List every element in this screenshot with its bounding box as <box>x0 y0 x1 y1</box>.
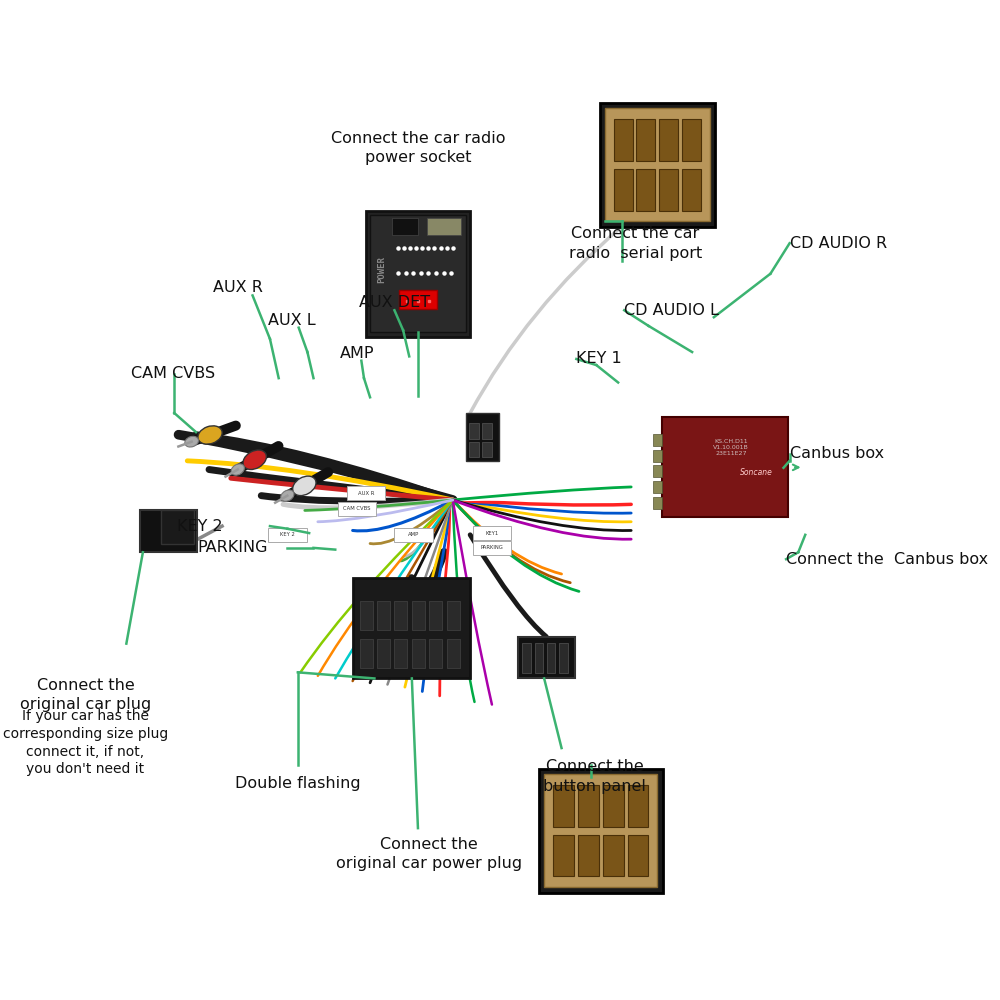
Bar <box>603 785 624 827</box>
Ellipse shape <box>293 476 316 496</box>
Bar <box>614 119 633 161</box>
Bar <box>605 108 710 221</box>
Text: Connect the
original car power plug: Connect the original car power plug <box>336 837 522 871</box>
Text: Connect the
original car plug: Connect the original car plug <box>20 678 151 712</box>
Bar <box>161 510 194 544</box>
Text: KS.CH.D11
V1.10.001B
23E11E27: KS.CH.D11 V1.10.001B 23E11E27 <box>713 439 749 456</box>
Bar <box>662 417 788 517</box>
Text: KEY 2: KEY 2 <box>280 532 295 537</box>
Bar <box>377 639 390 668</box>
Bar <box>447 639 460 668</box>
Bar <box>653 465 662 477</box>
Bar <box>553 785 574 827</box>
Text: Connect the
button panel: Connect the button panel <box>543 759 646 794</box>
Bar <box>429 639 442 668</box>
Text: AMP: AMP <box>408 532 419 537</box>
Text: Soncane: Soncane <box>740 468 773 477</box>
Bar <box>535 643 543 673</box>
Bar <box>547 643 555 673</box>
Bar <box>628 835 648 876</box>
Bar <box>578 835 599 876</box>
Bar <box>653 497 662 509</box>
Text: Connect the car radio
power socket: Connect the car radio power socket <box>331 131 505 165</box>
Bar <box>682 119 701 161</box>
Bar <box>482 442 492 457</box>
Bar <box>394 601 407 630</box>
Bar <box>392 218 418 235</box>
Bar <box>412 639 425 668</box>
Bar <box>353 578 470 678</box>
Text: KEY 2: KEY 2 <box>177 519 222 534</box>
Bar <box>370 215 466 332</box>
Text: POWER: POWER <box>377 256 386 283</box>
Text: Connect the  Canbus box: Connect the Canbus box <box>786 552 988 567</box>
Text: Canbus box: Canbus box <box>790 446 884 461</box>
Bar <box>578 785 599 827</box>
Ellipse shape <box>185 436 198 447</box>
Bar <box>469 442 479 457</box>
Bar <box>482 423 492 439</box>
Text: AUX DET: AUX DET <box>359 295 430 310</box>
Bar <box>473 526 511 540</box>
Text: AUX L: AUX L <box>268 313 316 328</box>
Ellipse shape <box>281 490 294 501</box>
Bar <box>473 541 511 555</box>
Bar <box>544 774 657 887</box>
Bar <box>366 211 470 337</box>
Text: AUX R: AUX R <box>358 491 374 496</box>
Bar <box>140 510 197 552</box>
Bar <box>614 169 633 211</box>
Bar <box>338 502 376 516</box>
Bar <box>268 528 307 542</box>
Bar <box>429 601 442 630</box>
Text: CAM CVBS: CAM CVBS <box>343 506 371 511</box>
Bar <box>412 601 425 630</box>
Bar <box>518 637 575 678</box>
Bar <box>469 423 479 439</box>
Text: PARKING: PARKING <box>481 545 503 550</box>
Bar <box>399 290 437 309</box>
Text: KEY 1: KEY 1 <box>576 351 622 366</box>
Text: Connect the car
radio  serial port: Connect the car radio serial port <box>569 226 702 261</box>
Text: CAM CVBS: CAM CVBS <box>131 366 215 381</box>
Text: KEY1: KEY1 <box>485 531 499 536</box>
Bar <box>394 528 433 542</box>
Text: AUX R: AUX R <box>213 280 263 295</box>
Ellipse shape <box>198 426 222 444</box>
Bar <box>559 643 568 673</box>
Ellipse shape <box>231 464 244 475</box>
Bar <box>659 119 678 161</box>
Bar <box>653 481 662 493</box>
Bar <box>636 119 655 161</box>
Bar <box>682 169 701 211</box>
Bar <box>394 639 407 668</box>
Bar <box>653 434 662 446</box>
Bar <box>522 643 531 673</box>
Bar <box>659 169 678 211</box>
Text: PARKING: PARKING <box>198 540 268 555</box>
Text: CD AUDIO R: CD AUDIO R <box>790 236 887 251</box>
Bar <box>600 103 715 227</box>
Bar <box>377 601 390 630</box>
Text: CD AUDIO L: CD AUDIO L <box>624 303 719 318</box>
Bar <box>360 639 373 668</box>
Bar <box>466 413 499 461</box>
Bar <box>553 835 574 876</box>
Bar <box>539 769 663 893</box>
Text: Double flashing: Double flashing <box>235 776 361 791</box>
Bar <box>603 835 624 876</box>
Bar <box>653 450 662 462</box>
Bar <box>628 785 648 827</box>
Bar <box>427 218 461 235</box>
Text: If your car has the
corresponding size plug
connect it, if not,
you don't need i: If your car has the corresponding size p… <box>3 709 168 776</box>
Ellipse shape <box>243 450 266 469</box>
Bar <box>360 601 373 630</box>
Bar <box>447 601 460 630</box>
Bar <box>636 169 655 211</box>
Text: AMP: AMP <box>340 346 374 361</box>
Bar <box>347 486 385 500</box>
